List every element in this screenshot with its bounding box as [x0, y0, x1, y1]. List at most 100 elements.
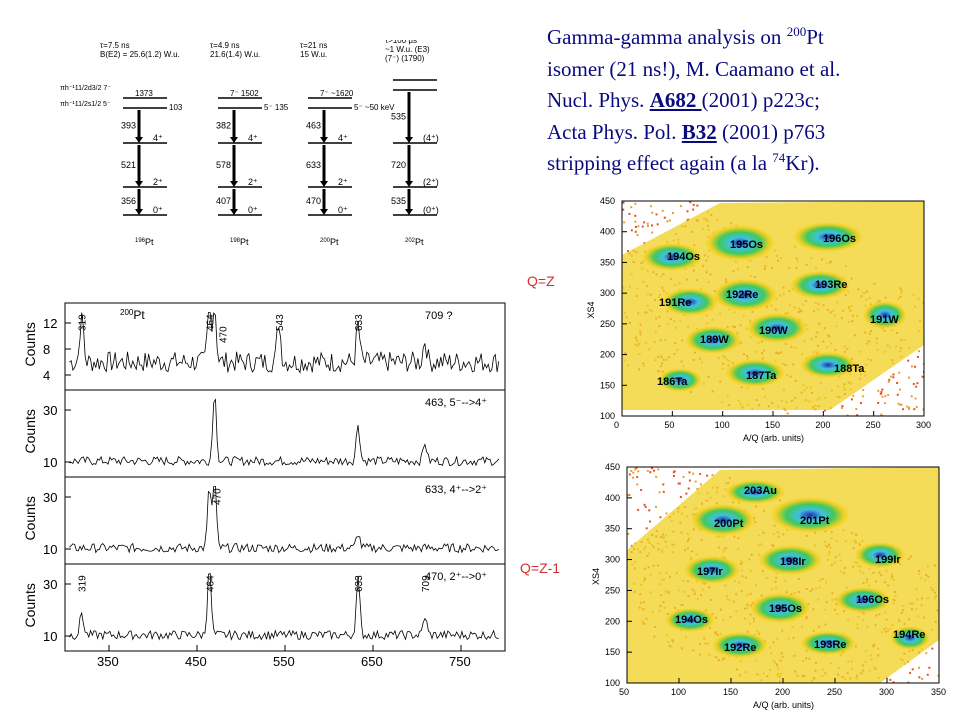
spin-label: 0⁺: [153, 205, 163, 215]
pid-noise-dot: [682, 475, 685, 478]
pid-noise-dot: [692, 208, 695, 211]
pid-noise-dot: [898, 371, 901, 374]
isomer-level-energy: 7⁻ ~1620: [320, 89, 354, 98]
pid-noise-dot: [653, 469, 656, 472]
pid-noise-dot: [651, 211, 654, 214]
pid-blob: [685, 326, 741, 354]
pid-noise-dot: [889, 375, 892, 378]
spectrum-panel-4: 30 10 Counts 470, 2⁺-->0⁺ 319 464 633 709: [22, 563, 506, 652]
x-tick-label: 350: [931, 687, 946, 697]
pid-noise-dot: [914, 365, 917, 368]
spin-label: 2⁺: [153, 177, 163, 187]
isotope-label: 192Re: [726, 289, 758, 301]
reference-link-a682[interactable]: A682: [649, 88, 702, 112]
y-tick-label: 30: [43, 490, 57, 505]
pid-noise-dot: [627, 494, 630, 497]
isotope-label: 191Re: [659, 297, 691, 309]
y-tick-label: 12: [43, 316, 57, 331]
spectrum-trace: [69, 398, 500, 467]
x-tick-label: 250: [827, 687, 842, 697]
y-tick-label: 100: [600, 411, 615, 421]
pid-noise-dot: [673, 470, 676, 473]
pid-noise-dot: [917, 666, 920, 669]
pid-noise-dot: [637, 508, 640, 511]
pid-noise-dot: [622, 208, 625, 211]
pid-noise-dot: [899, 403, 902, 406]
isomer-info-line: 21.6(1.4) W.u.: [210, 50, 260, 59]
pid-noise-dot: [877, 389, 880, 392]
transition-energy: 521: [121, 160, 136, 170]
y-axis-label: Counts: [22, 409, 38, 453]
pid-noise-dot: [651, 467, 654, 470]
isotope-label: 186Ta: [657, 376, 688, 388]
pid-blob: [684, 556, 740, 584]
pid-noise-dot: [628, 473, 631, 476]
transition-energy: 463: [306, 121, 321, 131]
pid-noise-dot: [912, 382, 915, 385]
isotope-label: 194Os: [675, 614, 708, 626]
pid-noise-dot: [896, 381, 899, 384]
pid-noise-dot: [917, 350, 920, 353]
pid-noise-dot: [861, 395, 864, 398]
pid-blob: [793, 222, 863, 252]
pid-noise-dot: [663, 216, 666, 219]
pid-noise-dot: [688, 471, 691, 474]
x-tick-label: 150: [765, 420, 780, 430]
pid-noise-dot: [880, 390, 883, 393]
isotope-label: 199Ir: [875, 554, 901, 566]
pid-noise-dot: [646, 224, 649, 227]
transition-arrowhead: [135, 137, 143, 143]
isotope-label: 193Re: [815, 279, 847, 291]
pid-noise-dot: [630, 469, 633, 472]
pid-noise-dot: [892, 681, 895, 683]
isotope-label: 198Ir: [780, 556, 806, 568]
y-tick-label: 350: [600, 257, 615, 267]
pid-noise-dot: [665, 512, 668, 515]
isotope-label: 196Os: [823, 233, 856, 245]
reference-link-b32[interactable]: B32: [681, 119, 717, 144]
transition-arrowhead: [320, 209, 328, 215]
transition-arrowhead: [135, 209, 143, 215]
spectrum-trace: [69, 486, 500, 554]
pid-noise-dot: [666, 220, 669, 223]
pid-noise-dot: [655, 505, 658, 508]
x-tick-label: 200: [815, 420, 830, 430]
pid-blob: [750, 593, 810, 623]
pid-noise-dot: [916, 382, 919, 385]
pid-noise-dot: [692, 472, 695, 475]
pid-noise-dot: [906, 405, 909, 408]
pid-blob: [658, 368, 702, 392]
transition-energy: 535: [391, 112, 406, 122]
pid-noise-dot: [648, 509, 651, 512]
panel-gate-label: 709 ?: [425, 310, 453, 322]
transition-arrowhead: [135, 181, 143, 187]
pid-noise-dot: [880, 413, 883, 416]
y-tick-label: 250: [600, 319, 615, 329]
pid-plot-q-z-minus-1: 203Au 200Pt 201Pt 198Ir 199Ir 197Ir 195Os 196Os…: [591, 462, 946, 710]
nucleus-mass: 198: [230, 238, 241, 244]
isotope-label: 200Pt: [714, 518, 744, 530]
transition-energy: 407: [216, 196, 231, 206]
isotope-label: 195Os: [730, 239, 763, 251]
x-tick-label: 250: [866, 420, 881, 430]
caption-text: Gamma-gamma analysis on 200Pt isomer (21…: [547, 22, 952, 180]
panel-gate-label: 470, 2⁺-->0⁺: [425, 571, 487, 583]
pid-blob: [712, 632, 768, 658]
pid-noise-dot: [651, 231, 654, 234]
pid-noise-dot: [824, 409, 827, 412]
pid-noise-dot: [907, 681, 910, 683]
caption-line-2: isomer (21 ns!), M. Caamano et al.: [547, 56, 841, 81]
pid-noise-dot: [887, 393, 890, 396]
level-scheme-196: τ=7.5 nsB(E2) = 25.6(1.2) W.u. πh⁻¹11/2d3…: [60, 41, 183, 247]
x-tick-label: 650: [361, 654, 383, 667]
pid-noise-dot: [646, 222, 649, 225]
pid-noise-dot: [634, 202, 637, 205]
isomer-info-line: τ=4.9 ns: [210, 41, 240, 50]
x-tick-label: 200: [775, 687, 790, 697]
x-tick-label: 300: [879, 687, 894, 697]
pid-noise-dot: [634, 214, 637, 217]
panel-gate-label: 463, 5⁻-->4⁺: [425, 397, 487, 409]
pid-noise-dot: [630, 229, 633, 232]
